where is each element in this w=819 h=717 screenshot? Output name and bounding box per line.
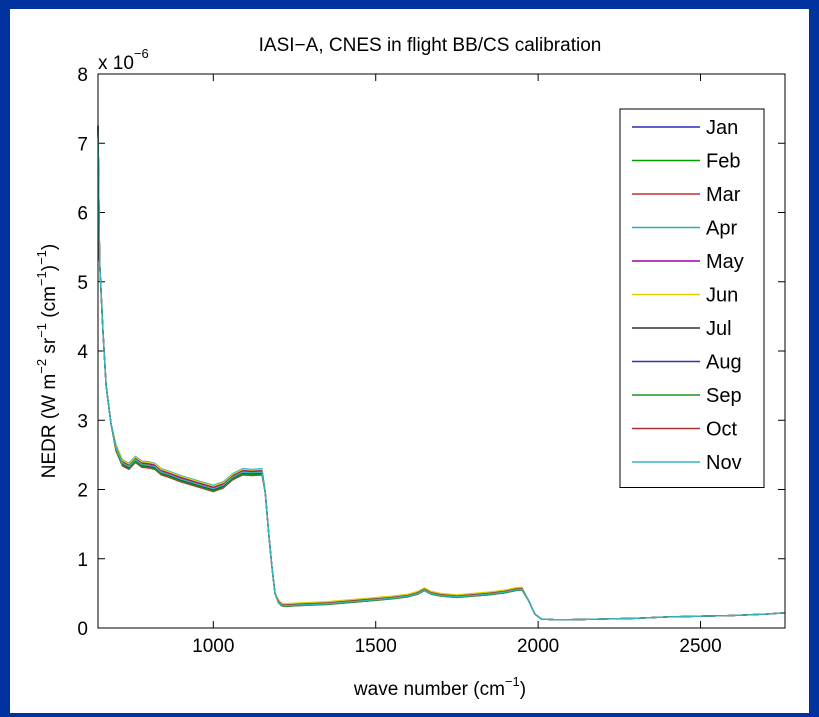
legend-label: Jun (706, 285, 738, 307)
axis-ticks: 1000 1500 2000 2500 0 1 2 3 4 5 6 7 8 (77, 65, 785, 657)
legend-label: Mar (706, 184, 741, 206)
legend-label: Apr (706, 218, 737, 240)
legend-label: Jul (706, 318, 732, 340)
legend-label: Feb (706, 151, 740, 173)
x-label-base: wave number (cm (353, 679, 505, 700)
plot-area-border (97, 73, 786, 629)
y-label-part: sr (39, 337, 60, 359)
x-axis-label: wave number (cm−1) (353, 674, 526, 700)
y-tick-label: 6 (77, 204, 88, 225)
y-tick-label: 3 (77, 411, 88, 432)
series-line-nov (97, 125, 786, 621)
y-tick-label: 0 (77, 619, 88, 640)
y-tick-label: 2 (77, 481, 88, 502)
y-label-part: ) (39, 265, 60, 271)
y-label-part: −1 (34, 271, 49, 286)
y-multiplier: x 10−6 (98, 46, 149, 74)
y-tick-label: 8 (77, 65, 88, 86)
chart-title: IASI−A, CNES in flight BB/CS calibration (259, 35, 602, 56)
legend-label: Sep (706, 385, 742, 407)
y-label-part: NEDR (W m (39, 374, 60, 478)
y-label-part: ) (39, 244, 60, 250)
legend-label: Nov (706, 452, 742, 474)
x-tick-label: 2000 (517, 636, 559, 657)
y-axis-label: NEDR (W m−2 sr−1 (cm−1)−1) (34, 244, 60, 479)
y-label-part: −1 (34, 323, 49, 338)
y-label-part: (cm (39, 286, 60, 323)
x-tick-label: 2500 (679, 636, 721, 657)
x-tick-label: 1500 (355, 636, 397, 657)
y-multiplier-exponent: −6 (134, 46, 149, 61)
legend-label: Jan (706, 117, 738, 139)
data-series (97, 125, 786, 621)
x-label-tail: ) (520, 679, 526, 700)
y-tick-label: 5 (77, 273, 88, 294)
y-tick-label: 1 (77, 550, 88, 571)
x-tick-label: 1000 (192, 636, 234, 657)
y-label-part: −2 (34, 359, 49, 374)
legend: Jan Feb Mar Apr May Jun Jul Aug Sep Oct Nov (619, 108, 765, 488)
legend-label: Aug (706, 352, 742, 374)
y-tick-label: 4 (77, 342, 88, 363)
legend-label: May (706, 251, 744, 273)
nedr-line-chart: IASI−A, CNES in flight BB/CS calibration… (34, 35, 786, 700)
figure-panel: IASI−A, CNES in flight BB/CS calibration… (10, 9, 809, 713)
y-tick-label: 7 (77, 134, 88, 155)
y-label-part: −1 (34, 250, 49, 265)
y-multiplier-base: x 10 (98, 53, 134, 74)
legend-box (619, 108, 765, 488)
legend-label: Oct (706, 419, 738, 441)
x-label-sup: −1 (505, 674, 520, 689)
